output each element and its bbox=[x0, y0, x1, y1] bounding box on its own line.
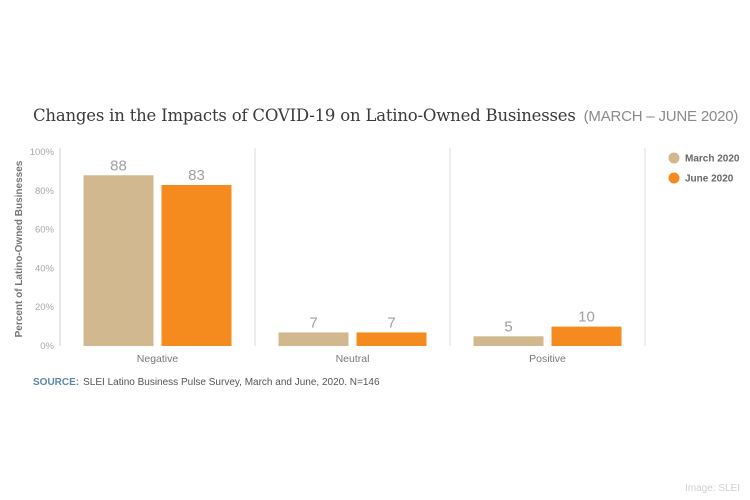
data-label: 88 bbox=[110, 157, 127, 174]
chart-title: Changes in the Impacts of COVID-19 on La… bbox=[33, 106, 738, 125]
bar-june-2020-negative bbox=[161, 184, 232, 346]
data-label: 83 bbox=[188, 167, 205, 184]
legend-label: March 2020 bbox=[685, 154, 740, 165]
y-tick-label: 80% bbox=[35, 186, 55, 197]
chart-title-text: Changes in the Impacts of COVID-19 on La… bbox=[33, 106, 576, 125]
y-tick-label: 0% bbox=[40, 341, 54, 352]
x-tick-label: Neutral bbox=[336, 353, 370, 365]
y-tick-label: 20% bbox=[35, 302, 55, 313]
image-credit: Image: SLEI bbox=[684, 483, 740, 494]
bar-march-2020-negative bbox=[83, 175, 154, 346]
source-text: SLEI Latino Business Pulse Survey, March… bbox=[83, 377, 380, 388]
data-label: 7 bbox=[309, 314, 317, 331]
legend-label: June 2020 bbox=[685, 174, 734, 185]
bar-march-2020-positive bbox=[473, 336, 544, 346]
legend-swatch-icon bbox=[668, 172, 680, 184]
y-tick-label: 40% bbox=[35, 263, 55, 274]
legend-swatch-icon bbox=[668, 152, 680, 164]
bar-march-2020-neutral bbox=[278, 332, 349, 346]
data-label: 5 bbox=[504, 318, 512, 335]
x-tick-label: Positive bbox=[529, 353, 566, 365]
source-label: SOURCE: bbox=[33, 377, 80, 388]
data-label: 7 bbox=[387, 314, 395, 331]
bar-june-2020-positive bbox=[551, 326, 622, 346]
y-axis-label: Percent of Latino-Owned Businesses bbox=[14, 160, 25, 337]
x-tick-label: Negative bbox=[137, 353, 179, 365]
y-tick-label: 60% bbox=[35, 225, 55, 236]
source-note: SOURCE: SLEI Latino Business Pulse Survey… bbox=[33, 377, 380, 388]
data-label: 10 bbox=[578, 309, 595, 326]
chart-subtitle: (MARCH – JUNE 2020) bbox=[583, 108, 739, 125]
y-tick-label: 100% bbox=[30, 147, 55, 158]
bar-june-2020-neutral bbox=[356, 332, 427, 346]
